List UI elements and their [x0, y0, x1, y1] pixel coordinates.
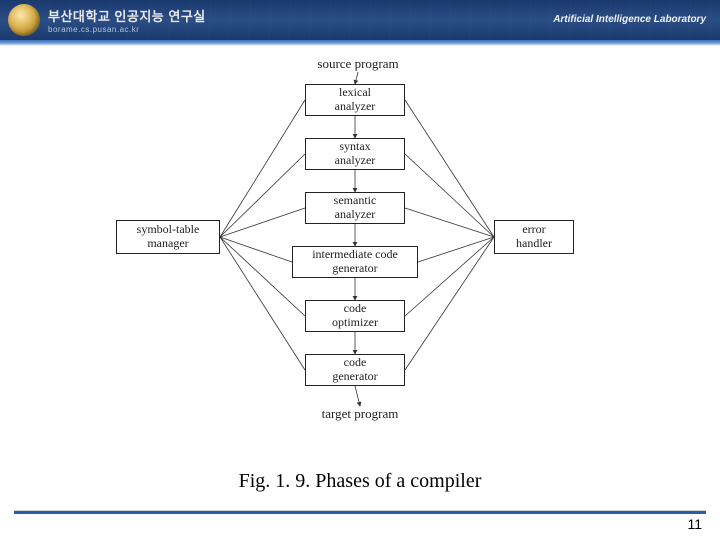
header-bar: 부산대학교 인공지능 연구실 borame.cs.pusan.ac.kr Art…	[0, 0, 720, 40]
node-err: errorhandler	[494, 220, 574, 254]
node-sem: semanticanalyzer	[305, 192, 405, 224]
slide: 부산대학교 인공지능 연구실 borame.cs.pusan.ac.kr Art…	[0, 0, 720, 540]
node-lex: lexicalanalyzer	[305, 84, 405, 116]
header-text-block: 부산대학교 인공지능 연구실 borame.cs.pusan.ac.kr	[48, 6, 206, 34]
node-source: source program	[298, 56, 418, 72]
node-icg: intermediate codegenerator	[292, 246, 418, 278]
node-opt: codeoptimizer	[305, 300, 405, 332]
node-cg: codegenerator	[305, 354, 405, 386]
header-title: 부산대학교 인공지능 연구실	[48, 6, 206, 25]
node-syn: syntaxanalyzer	[305, 138, 405, 170]
header-right-label: Artificial Intelligence Laboratory	[553, 14, 706, 25]
page-number: 11	[687, 516, 702, 532]
figure-caption: Fig. 1. 9. Phases of a compiler	[0, 470, 720, 493]
node-target: target program	[300, 406, 420, 422]
node-symtab: symbol-tablemanager	[116, 220, 220, 254]
compiler-phases-diagram: source program lexicalanalyzer syntaxanaly…	[0, 48, 720, 458]
header-subtitle: borame.cs.pusan.ac.kr	[48, 25, 206, 34]
footer-line	[14, 510, 706, 514]
university-logo	[8, 4, 40, 36]
header-underline	[0, 40, 720, 46]
